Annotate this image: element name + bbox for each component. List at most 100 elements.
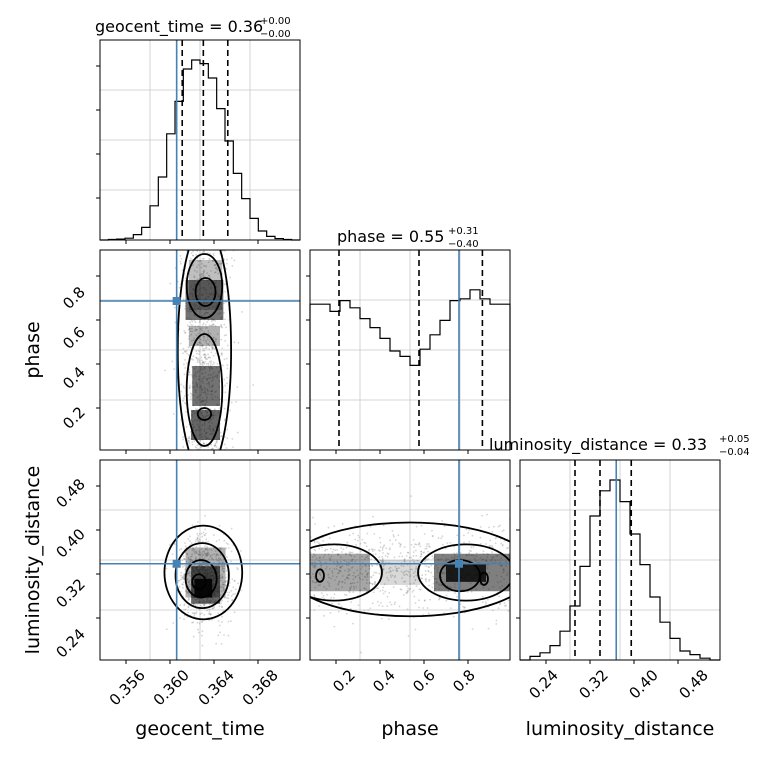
sample-point — [315, 581, 318, 583]
sample-point — [376, 564, 379, 567]
sample-point — [227, 597, 230, 600]
sample-point — [207, 364, 210, 367]
sample-point — [196, 537, 199, 540]
sample-point — [204, 514, 206, 517]
sample-point — [210, 346, 213, 348]
sample-point — [386, 576, 388, 579]
sample-point — [208, 324, 211, 327]
sample-point — [207, 274, 210, 277]
sample-point — [339, 556, 342, 559]
x-tick-geocent-time-2: 0.364 — [195, 666, 238, 709]
sample-point — [357, 534, 360, 537]
sample-point — [193, 549, 196, 551]
sample-point — [422, 551, 425, 554]
sample-point — [189, 321, 192, 324]
sample-point — [364, 542, 367, 544]
sample-point — [333, 593, 336, 596]
sample-point — [368, 548, 371, 551]
sample-point — [373, 571, 376, 574]
sample-point — [187, 394, 190, 396]
sample-point — [339, 565, 342, 568]
sample-point — [191, 443, 194, 446]
sample-point — [203, 250, 206, 253]
sample-point — [379, 590, 382, 592]
sample-point — [314, 566, 316, 569]
sample-point — [388, 591, 391, 594]
sample-point — [195, 253, 198, 256]
sample-point — [206, 321, 209, 323]
sample-point — [192, 339, 195, 342]
sample-point — [336, 549, 339, 551]
sample-point — [421, 577, 424, 580]
sample-point — [350, 566, 353, 569]
sample-point — [350, 585, 353, 588]
sample-point — [217, 554, 220, 557]
sample-point — [468, 549, 471, 552]
sample-point — [217, 564, 220, 567]
sample-point — [222, 567, 225, 570]
sample-point — [219, 579, 222, 582]
sample-point — [212, 343, 214, 346]
sample-point — [198, 550, 201, 552]
sample-point — [187, 570, 190, 573]
contour-line — [184, 559, 218, 599]
sample-point — [507, 599, 510, 602]
sample-point — [191, 441, 194, 443]
sample-point — [200, 620, 203, 623]
sample-point — [428, 584, 431, 587]
sample-point — [504, 604, 506, 607]
sample-point — [348, 551, 351, 554]
sample-point — [188, 442, 191, 444]
sample-point — [195, 612, 197, 615]
sample-point — [492, 525, 495, 528]
sample-point — [202, 553, 205, 556]
sample-point — [371, 550, 374, 553]
sample-point — [399, 588, 402, 591]
sample-point — [412, 551, 415, 554]
sample-point — [186, 324, 189, 327]
sample-point — [180, 576, 183, 579]
sample-point — [424, 570, 427, 572]
sample-point — [193, 319, 196, 322]
sample-point — [321, 596, 324, 599]
sample-point — [377, 549, 380, 552]
sample-point — [368, 549, 370, 552]
sample-point — [202, 270, 205, 273]
sample-point — [350, 555, 353, 557]
sample-point — [405, 573, 407, 576]
sample-point — [414, 579, 417, 582]
sample-point — [205, 362, 208, 365]
sample-point — [415, 554, 418, 557]
sample-point — [499, 524, 501, 527]
sample-point — [367, 564, 370, 566]
sample-point — [393, 576, 396, 579]
sample-point — [183, 564, 186, 567]
sample-point — [197, 631, 200, 634]
sample-point — [182, 363, 185, 366]
title-phase: phase = 0.55 — [337, 227, 444, 246]
sample-point — [227, 620, 230, 623]
sample-point — [484, 601, 487, 603]
sample-point — [214, 325, 217, 327]
sample-point — [349, 582, 352, 585]
sample-point — [233, 579, 236, 582]
contour-line — [310, 521, 510, 618]
sample-point — [205, 342, 208, 345]
sample-point — [481, 595, 484, 598]
sample-point — [201, 644, 204, 647]
sample-point — [236, 386, 239, 388]
sample-point — [489, 544, 491, 547]
sample-point — [341, 586, 344, 588]
sample-point — [323, 553, 326, 556]
sample-point — [190, 398, 192, 400]
sample-point — [410, 543, 413, 546]
sample-point — [398, 542, 401, 545]
sample-point — [213, 445, 216, 447]
sample-point — [191, 621, 194, 624]
sample-point — [213, 553, 216, 556]
sample-point — [218, 539, 221, 541]
sample-point — [223, 565, 226, 568]
sample-point — [384, 590, 387, 593]
sample-point — [337, 602, 340, 605]
sample-point — [415, 566, 418, 568]
